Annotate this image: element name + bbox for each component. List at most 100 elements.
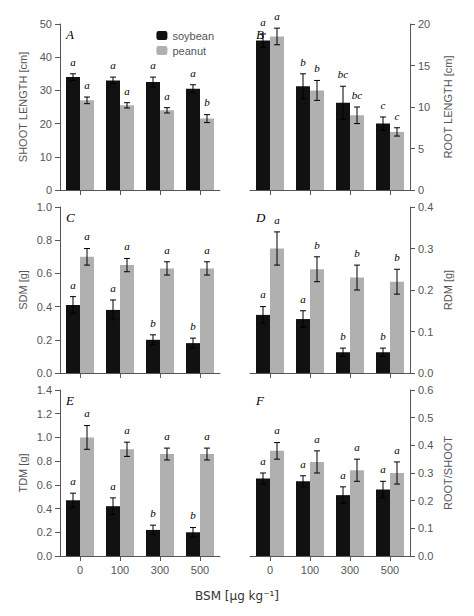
svg-text:b: b xyxy=(300,56,306,68)
svg-text:b: b xyxy=(314,62,320,74)
svg-text:a: a xyxy=(380,463,386,475)
svg-text:20: 20 xyxy=(40,118,52,130)
svg-text:20: 20 xyxy=(418,18,430,30)
svg-text:100: 100 xyxy=(111,564,129,576)
svg-text:0.4: 0.4 xyxy=(37,301,52,313)
svg-text:a: a xyxy=(164,430,170,442)
svg-text:0.5: 0.5 xyxy=(418,412,433,424)
svg-text:a: a xyxy=(150,59,156,71)
svg-text:100: 100 xyxy=(301,564,319,576)
svg-text:a: a xyxy=(314,433,320,445)
svg-text:a: a xyxy=(274,214,280,226)
svg-text:C: C xyxy=(66,210,75,225)
svg-text:a: a xyxy=(124,424,130,436)
svg-text:A: A xyxy=(65,27,74,42)
svg-text:0.3: 0.3 xyxy=(418,243,433,255)
svg-text:B: B xyxy=(256,27,264,42)
svg-text:0: 0 xyxy=(77,564,83,576)
svg-text:1.4: 1.4 xyxy=(37,384,52,396)
svg-text:0.0: 0.0 xyxy=(418,367,433,379)
svg-text:0.6: 0.6 xyxy=(37,267,52,279)
svg-text:1.0: 1.0 xyxy=(37,201,52,213)
svg-text:0.2: 0.2 xyxy=(37,334,52,346)
svg-text:b: b xyxy=(380,330,386,342)
svg-text:D: D xyxy=(255,210,266,225)
svg-text:a: a xyxy=(204,244,210,256)
svg-text:a: a xyxy=(394,444,400,456)
svg-text:15: 15 xyxy=(418,60,430,72)
svg-text:c: c xyxy=(381,99,386,111)
svg-text:0: 0 xyxy=(418,184,424,196)
svg-text:1.0: 1.0 xyxy=(37,431,52,443)
svg-text:TDM [g]: TDM [g] xyxy=(17,453,29,492)
svg-text:E: E xyxy=(65,393,74,408)
svg-text:500: 500 xyxy=(191,564,209,576)
svg-text:0.6: 0.6 xyxy=(418,384,433,396)
svg-text:1.2: 1.2 xyxy=(37,408,52,420)
svg-text:0.3: 0.3 xyxy=(418,467,433,479)
svg-text:a: a xyxy=(260,288,266,300)
svg-text:a: a xyxy=(70,475,76,487)
svg-text:a: a xyxy=(70,279,76,291)
svg-text:0: 0 xyxy=(46,184,52,196)
svg-text:0.1: 0.1 xyxy=(418,522,433,534)
svg-text:bc: bc xyxy=(352,89,363,101)
svg-text:b: b xyxy=(314,239,320,251)
svg-text:0.4: 0.4 xyxy=(418,439,433,451)
svg-text:SDM [g]: SDM [g] xyxy=(17,270,29,310)
svg-text:a: a xyxy=(300,293,306,305)
svg-text:300: 300 xyxy=(151,564,169,576)
svg-text:a: a xyxy=(84,79,90,91)
svg-text:b: b xyxy=(150,507,156,519)
svg-text:a: a xyxy=(274,424,280,436)
svg-text:a: a xyxy=(164,90,170,102)
svg-text:soybean: soybean xyxy=(172,30,214,42)
svg-text:b: b xyxy=(190,509,196,521)
svg-text:500: 500 xyxy=(381,564,399,576)
svg-text:SHOOT LENGTH [cm]: SHOOT LENGTH [cm] xyxy=(17,52,29,162)
svg-text:F: F xyxy=(255,393,265,408)
svg-text:0.4: 0.4 xyxy=(418,201,433,213)
svg-text:ROOT LENGTH [cm]: ROOT LENGTH [cm] xyxy=(442,55,454,158)
svg-text:0.2: 0.2 xyxy=(37,526,52,538)
svg-text:30: 30 xyxy=(40,84,52,96)
svg-text:5: 5 xyxy=(418,143,424,155)
svg-text:0.4: 0.4 xyxy=(37,503,52,515)
svg-text:0.6: 0.6 xyxy=(37,479,52,491)
svg-text:a: a xyxy=(110,480,116,492)
svg-text:0.2: 0.2 xyxy=(418,284,433,296)
svg-text:0: 0 xyxy=(267,564,273,576)
svg-text:ROOT/SHOOT: ROOT/SHOOT xyxy=(442,436,454,510)
svg-text:b: b xyxy=(190,320,196,332)
svg-text:RDM [g]: RDM [g] xyxy=(442,270,454,310)
svg-text:300: 300 xyxy=(341,564,359,576)
svg-text:c: c xyxy=(395,110,400,122)
svg-text:a: a xyxy=(354,441,360,453)
svg-text:0.8: 0.8 xyxy=(37,234,52,246)
svg-text:0.0: 0.0 xyxy=(37,367,52,379)
svg-text:bc: bc xyxy=(338,68,349,80)
svg-text:0.1: 0.1 xyxy=(418,326,433,338)
svg-text:a: a xyxy=(274,10,280,22)
svg-text:50: 50 xyxy=(40,18,52,30)
svg-text:a: a xyxy=(260,455,266,467)
svg-text:b: b xyxy=(340,330,346,342)
svg-text:BSM [µg kg⁻¹]: BSM [µg kg⁻¹] xyxy=(195,589,279,603)
svg-text:b: b xyxy=(204,96,210,108)
svg-text:a: a xyxy=(84,230,90,242)
svg-text:0.2: 0.2 xyxy=(418,495,433,507)
svg-text:a: a xyxy=(340,469,346,481)
svg-text:a: a xyxy=(110,282,116,294)
svg-text:peanut: peanut xyxy=(172,45,206,57)
svg-text:a: a xyxy=(190,67,196,79)
svg-text:a: a xyxy=(300,458,306,470)
svg-text:a: a xyxy=(204,430,210,442)
svg-text:40: 40 xyxy=(40,51,52,63)
svg-text:0.0: 0.0 xyxy=(37,550,52,562)
svg-text:a: a xyxy=(70,56,76,68)
svg-text:b: b xyxy=(394,251,400,263)
svg-text:0.8: 0.8 xyxy=(37,455,52,467)
svg-text:a: a xyxy=(110,59,116,71)
svg-text:10: 10 xyxy=(40,151,52,163)
svg-text:b: b xyxy=(150,317,156,329)
